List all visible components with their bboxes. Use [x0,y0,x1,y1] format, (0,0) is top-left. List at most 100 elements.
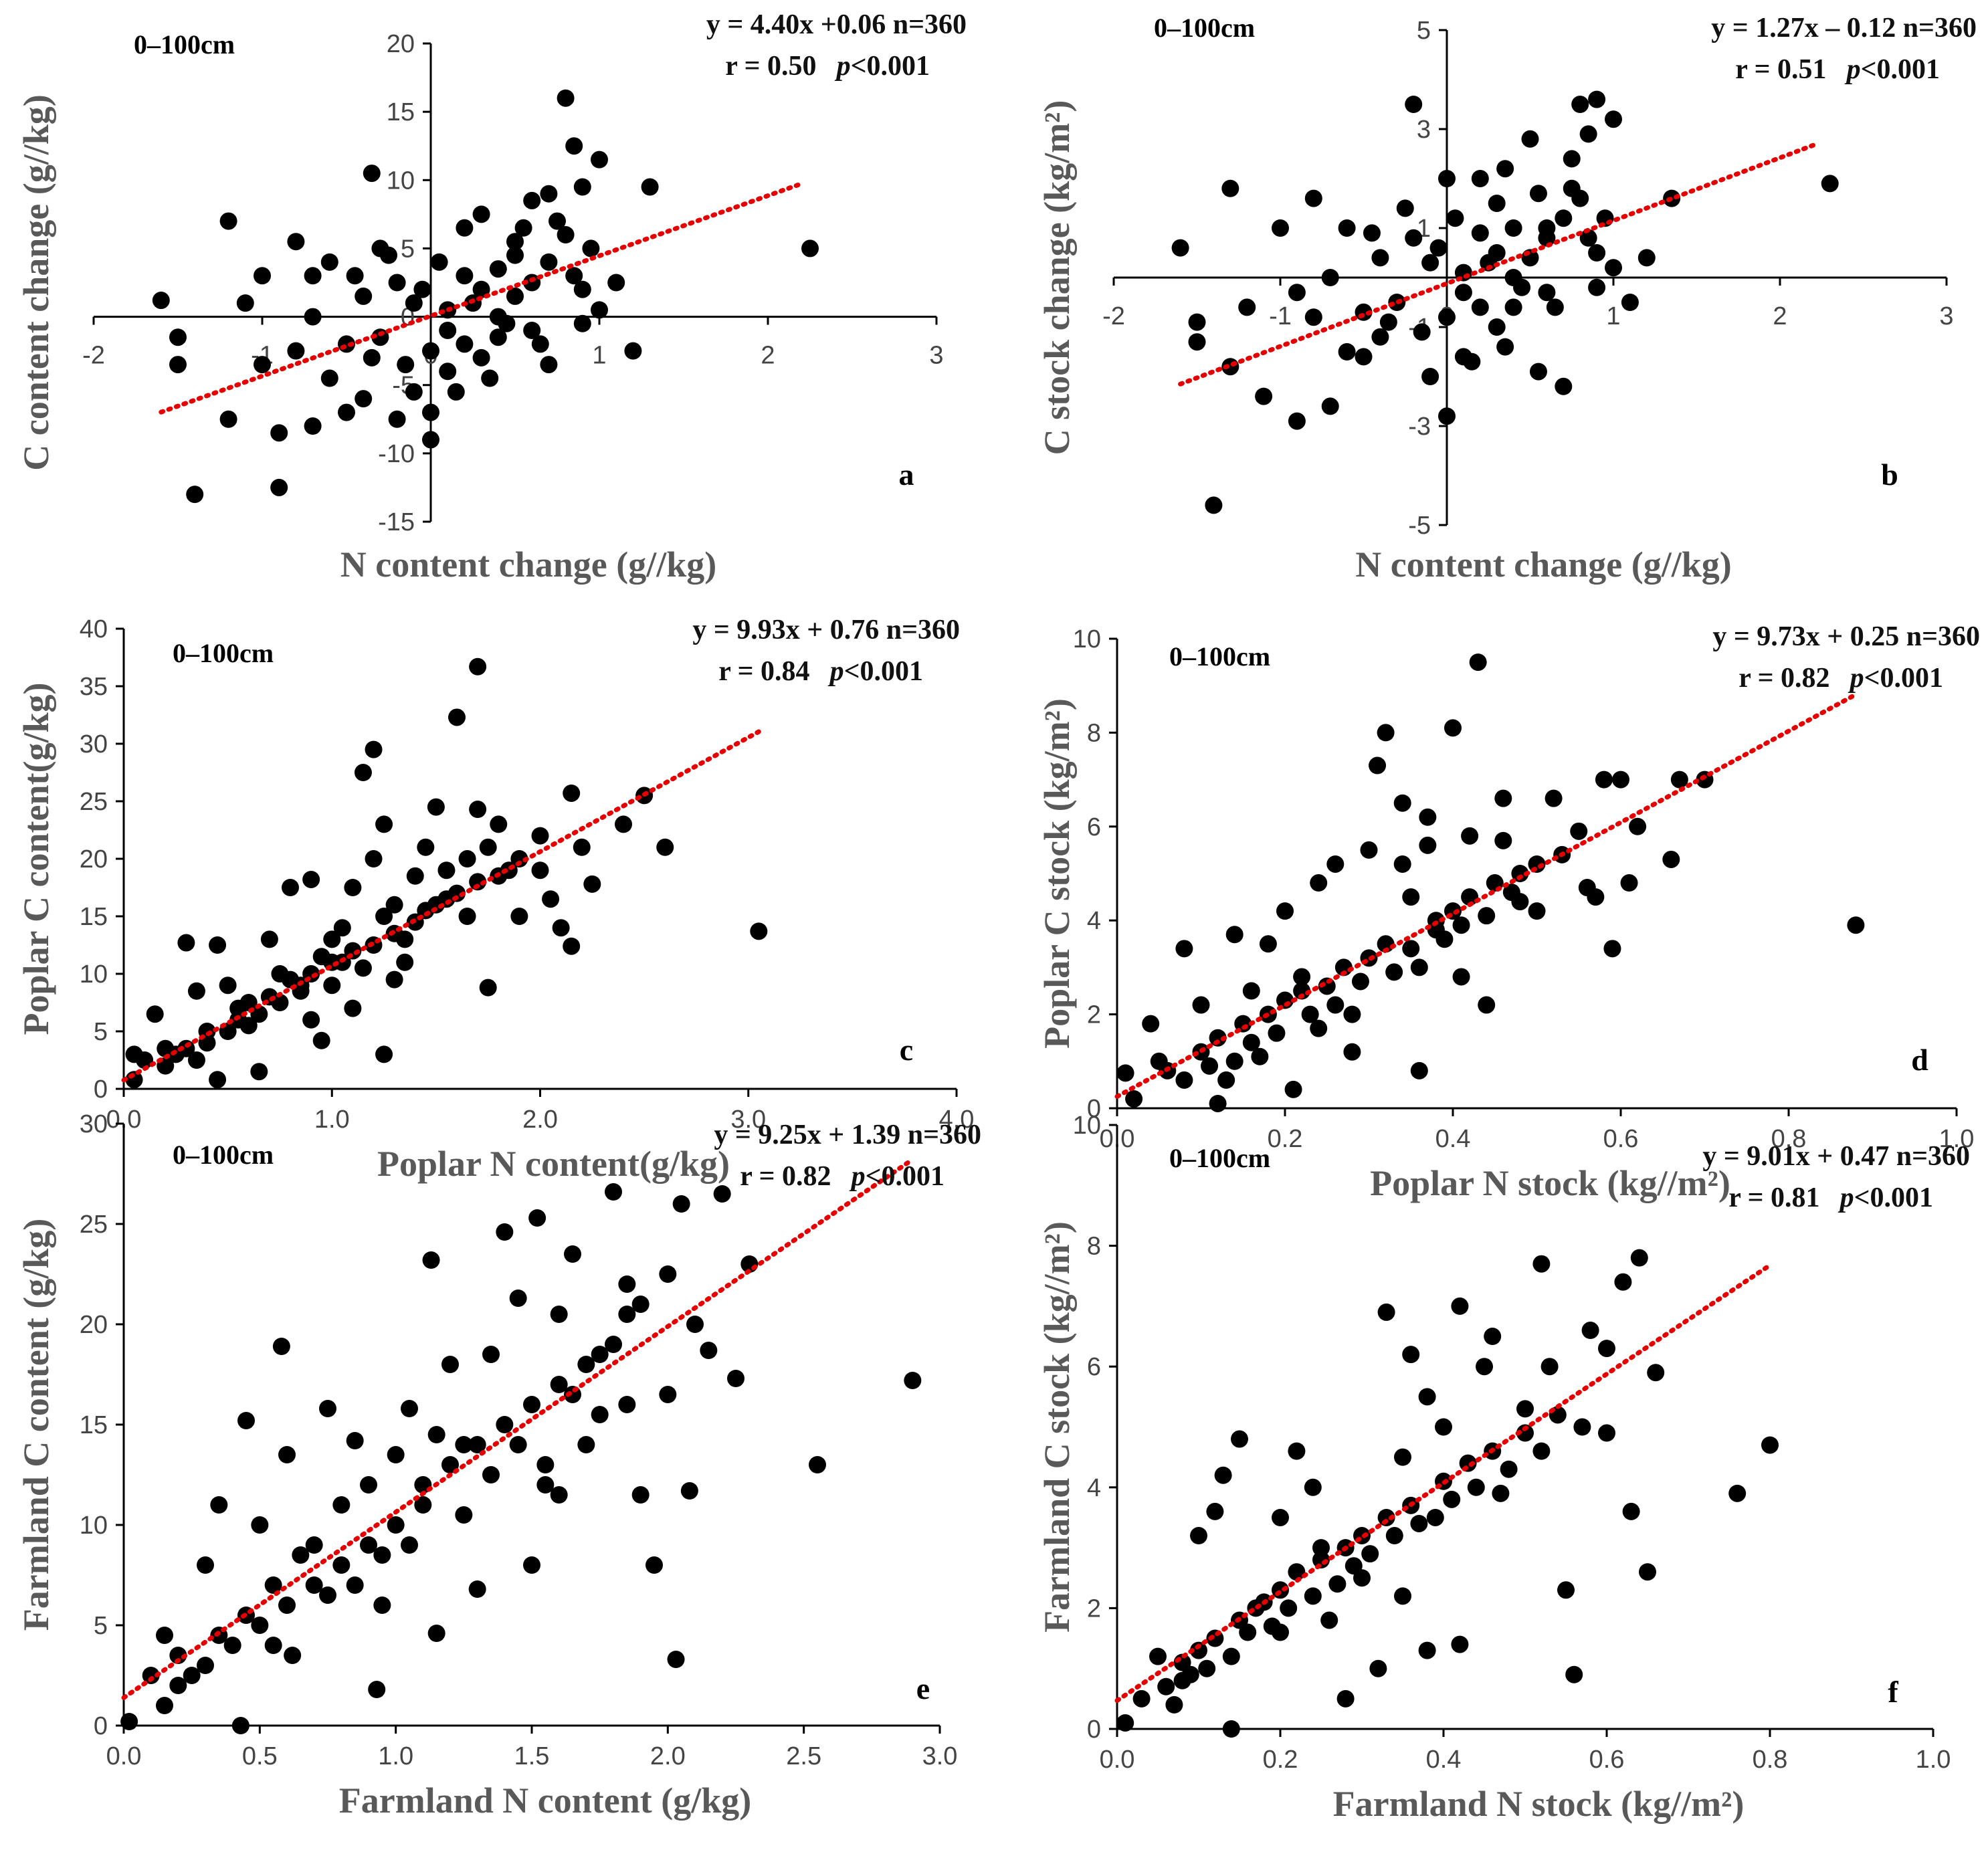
data-point [447,383,465,401]
data-point [152,292,170,310]
data-point [1205,496,1223,514]
x-tick-label: 0.0 [1100,1746,1135,1774]
data-point [455,1436,473,1453]
data-point [456,219,474,237]
p-symbol: p [828,656,844,687]
data-point [565,267,583,285]
data-point [1461,827,1479,845]
y-tick-label: 25 [80,788,108,816]
data-point [531,861,549,880]
data-point [458,908,476,925]
data-point [1504,298,1522,316]
data-point [373,1546,391,1564]
data-point [1578,879,1596,897]
data-point [236,294,254,312]
y-tick-label: 6 [1087,1353,1101,1381]
x-axis-title: N content change (g//kg) [1355,544,1731,585]
data-point [1494,831,1512,849]
data-point [1343,1043,1361,1061]
y-tick-label: 15 [80,903,108,931]
data-point [360,1476,377,1493]
data-point [667,1651,685,1668]
data-point [523,274,541,292]
data-point [1171,239,1189,257]
data-point [1496,338,1514,356]
data-point [1321,269,1339,286]
x-tick-label: 3.0 [730,1106,766,1134]
data-point [1637,249,1656,267]
data-point [430,253,448,271]
data-point [456,335,474,353]
data-point [1379,313,1397,331]
data-point [1605,110,1622,128]
data-point [1334,958,1353,976]
data-point [1555,209,1573,227]
y-tick-label: 8 [1087,719,1101,747]
data-point [542,890,560,908]
data-point [1435,1418,1452,1436]
y-tick-label: 8 [1087,1233,1101,1261]
data-point [375,815,393,833]
correlation-stats: r = 0.84 p<0.001 [718,656,923,687]
data-point [1225,926,1244,944]
x-tick-label: 2.0 [650,1742,686,1770]
data-point [1288,284,1306,302]
data-point [1581,1322,1599,1340]
data-point [1480,253,1498,272]
data-point [1471,224,1489,242]
data-point [1476,1358,1493,1376]
data-point [479,978,497,997]
data-point [197,1657,214,1674]
data-point [607,274,625,292]
data-point [1371,328,1389,346]
data-point [1639,1563,1656,1581]
data-point [523,1396,540,1413]
data-point [1622,1502,1640,1520]
data-point [591,301,608,319]
data-point [1532,1442,1551,1460]
data-point [1328,1575,1347,1593]
data-point [1242,1033,1260,1051]
panel-label: f [1888,1675,1898,1709]
data-point [904,1372,922,1389]
data-point [1614,1273,1632,1291]
data-point [641,178,659,196]
data-point [1451,1635,1469,1653]
data-point [305,1536,323,1554]
data-point [156,1697,173,1714]
data-point [1563,179,1581,197]
data-point [1377,935,1395,953]
data-point [1222,1720,1240,1738]
data-point [472,205,490,223]
data-point [489,260,507,278]
x-tick-label: 2 [1773,302,1787,330]
data-point [437,861,456,880]
x-tick-label: 0.2 [1268,1125,1303,1153]
data-point [1471,170,1489,187]
y-tick-label: 10 [387,167,415,195]
data-point [1516,1400,1534,1418]
data-point [468,1580,486,1598]
data-point [1175,1071,1193,1089]
data-point [506,233,524,251]
y-tick-label: 4 [1087,907,1101,935]
data-point [254,356,271,374]
data-point [251,1617,269,1634]
x-axis-title: Farmland N content (g/kg) [339,1780,751,1821]
data-point [169,1677,187,1694]
regression-equation: y = 1.27x – 0.12 n=360 [1711,13,1977,43]
data-point [1546,298,1564,316]
data-point [237,1412,255,1429]
data-point [1478,907,1496,925]
data-point [1385,1527,1403,1545]
data-point [809,1456,826,1473]
data-point [312,948,330,966]
data-point [1301,1005,1319,1023]
data-point [1579,229,1597,247]
data-point [1288,1442,1306,1460]
x-tick-label: 0.8 [1753,1746,1788,1774]
data-point [591,150,608,169]
data-point [1201,1057,1219,1075]
data-point [577,1436,595,1453]
data-point [355,287,373,305]
